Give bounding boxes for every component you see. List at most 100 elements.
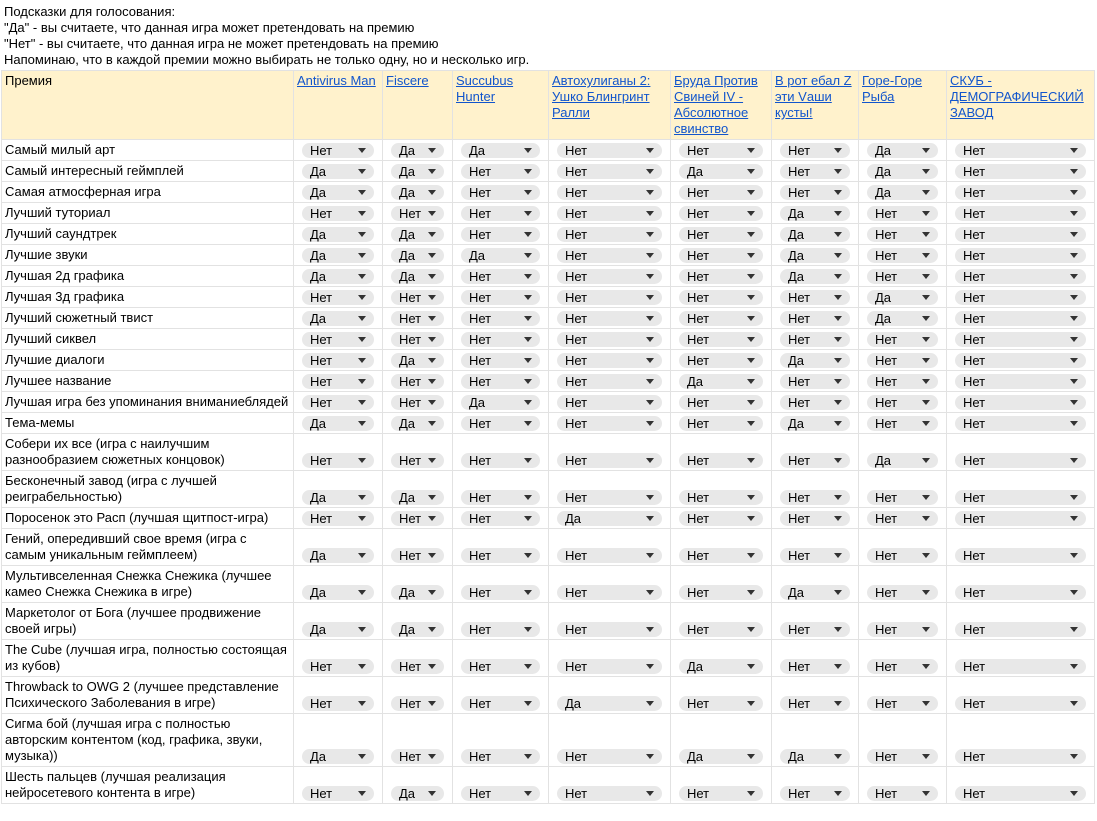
vote-dropdown[interactable]: Да [780,269,850,284]
vote-dropdown[interactable]: Нет [557,416,662,431]
vote-dropdown[interactable]: Да [679,374,763,389]
vote-dropdown[interactable]: Нет [391,311,444,326]
vote-dropdown[interactable]: Нет [557,453,662,468]
vote-dropdown[interactable]: Да [461,248,540,263]
vote-dropdown[interactable]: Нет [557,786,662,801]
vote-dropdown[interactable]: Нет [955,696,1086,711]
vote-dropdown[interactable]: Нет [780,696,850,711]
vote-dropdown[interactable]: Нет [461,164,540,179]
vote-dropdown[interactable]: Да [302,227,374,242]
vote-dropdown[interactable]: Нет [955,416,1086,431]
vote-dropdown[interactable]: Нет [557,206,662,221]
vote-dropdown[interactable]: Да [391,143,444,158]
game-link[interactable]: В рот ебал Z эти Vаши кусты! [775,73,852,120]
game-link[interactable]: СКУБ - ДЕМОГРАФИЧЕСКИЙ ЗАВОД [950,73,1084,120]
vote-dropdown[interactable]: Нет [955,143,1086,158]
vote-dropdown[interactable]: Нет [780,622,850,637]
vote-dropdown[interactable]: Нет [780,548,850,563]
vote-dropdown[interactable]: Нет [780,185,850,200]
game-link[interactable]: Горе-Горе Рыба [862,73,923,104]
vote-dropdown[interactable]: Нет [461,185,540,200]
vote-dropdown[interactable]: Нет [461,548,540,563]
vote-dropdown[interactable]: Нет [461,374,540,389]
vote-dropdown[interactable]: Нет [780,490,850,505]
vote-dropdown[interactable]: Нет [391,290,444,305]
vote-dropdown[interactable]: Да [780,749,850,764]
vote-dropdown[interactable]: Нет [780,332,850,347]
vote-dropdown[interactable]: Нет [679,585,763,600]
vote-dropdown[interactable]: Нет [679,143,763,158]
vote-dropdown[interactable]: Нет [461,206,540,221]
vote-dropdown[interactable]: Нет [557,227,662,242]
vote-dropdown[interactable]: Нет [557,290,662,305]
vote-dropdown[interactable]: Нет [780,290,850,305]
vote-dropdown[interactable]: Нет [461,696,540,711]
vote-dropdown[interactable]: Нет [867,622,938,637]
vote-dropdown[interactable]: Нет [780,659,850,674]
vote-dropdown[interactable]: Нет [867,696,938,711]
vote-dropdown[interactable]: Нет [955,248,1086,263]
vote-dropdown[interactable]: Нет [391,749,444,764]
vote-dropdown[interactable]: Нет [780,143,850,158]
vote-dropdown[interactable]: Да [302,164,374,179]
vote-dropdown[interactable]: Нет [557,622,662,637]
vote-dropdown[interactable]: Да [679,659,763,674]
vote-dropdown[interactable]: Нет [780,453,850,468]
vote-dropdown[interactable]: Нет [955,185,1086,200]
vote-dropdown[interactable]: Нет [679,185,763,200]
vote-dropdown[interactable]: Да [302,548,374,563]
vote-dropdown[interactable]: Нет [955,227,1086,242]
vote-dropdown[interactable]: Нет [867,332,938,347]
vote-dropdown[interactable]: Нет [461,453,540,468]
vote-dropdown[interactable]: Нет [780,164,850,179]
vote-dropdown[interactable]: Да [302,622,374,637]
vote-dropdown[interactable]: Да [302,185,374,200]
vote-dropdown[interactable]: Да [391,248,444,263]
vote-dropdown[interactable]: Нет [461,332,540,347]
vote-dropdown[interactable]: Нет [955,374,1086,389]
vote-dropdown[interactable]: Нет [679,622,763,637]
vote-dropdown[interactable]: Да [780,248,850,263]
vote-dropdown[interactable]: Нет [780,511,850,526]
vote-dropdown[interactable]: Нет [302,786,374,801]
vote-dropdown[interactable]: Нет [955,311,1086,326]
vote-dropdown[interactable]: Нет [867,227,938,242]
vote-dropdown[interactable]: Нет [557,185,662,200]
vote-dropdown[interactable]: Нет [302,453,374,468]
vote-dropdown[interactable]: Да [302,248,374,263]
vote-dropdown[interactable]: Да [302,585,374,600]
vote-dropdown[interactable]: Нет [955,290,1086,305]
vote-dropdown[interactable]: Да [391,622,444,637]
game-link[interactable]: Бруда Против Свиней IV - Абсолютное свин… [674,73,758,136]
vote-dropdown[interactable]: Да [867,311,938,326]
vote-dropdown[interactable]: Нет [302,290,374,305]
vote-dropdown[interactable]: Нет [557,490,662,505]
vote-dropdown[interactable]: Нет [867,269,938,284]
vote-dropdown[interactable]: Да [302,311,374,326]
vote-dropdown[interactable]: Нет [780,311,850,326]
vote-dropdown[interactable]: Нет [391,374,444,389]
vote-dropdown[interactable]: Нет [867,374,938,389]
vote-dropdown[interactable]: Нет [302,206,374,221]
vote-dropdown[interactable]: Нет [955,786,1086,801]
vote-dropdown[interactable]: Нет [461,622,540,637]
vote-dropdown[interactable]: Нет [867,395,938,410]
vote-dropdown[interactable]: Да [391,585,444,600]
vote-dropdown[interactable]: Нет [867,548,938,563]
game-link[interactable]: Succubus Hunter [456,73,514,104]
vote-dropdown[interactable]: Нет [302,659,374,674]
vote-dropdown[interactable]: Нет [679,311,763,326]
vote-dropdown[interactable]: Нет [955,453,1086,468]
vote-dropdown[interactable]: Нет [679,332,763,347]
vote-dropdown[interactable]: Нет [867,749,938,764]
vote-dropdown[interactable]: Нет [461,659,540,674]
vote-dropdown[interactable]: Нет [867,353,938,368]
vote-dropdown[interactable]: Да [679,164,763,179]
vote-dropdown[interactable]: Да [780,416,850,431]
vote-dropdown[interactable]: Нет [679,416,763,431]
vote-dropdown[interactable]: Нет [461,749,540,764]
game-link[interactable]: Автохулиганы 2: Ушко Блингринт Ралли [552,73,651,120]
vote-dropdown[interactable]: Нет [867,490,938,505]
vote-dropdown[interactable]: Нет [302,143,374,158]
vote-dropdown[interactable]: Нет [679,206,763,221]
